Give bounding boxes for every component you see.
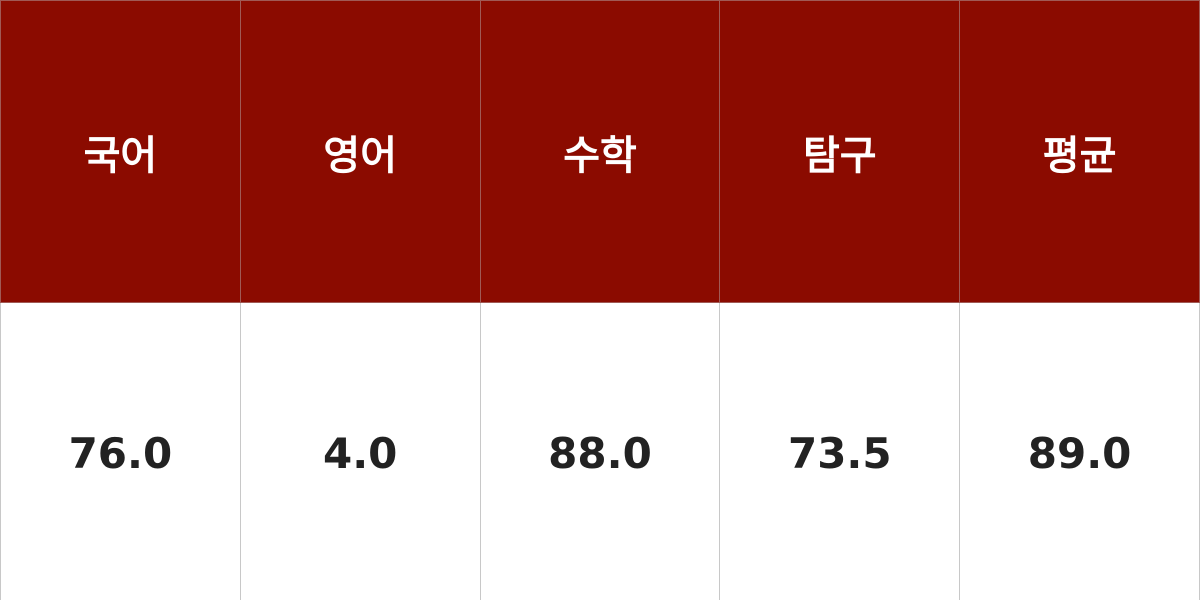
value-average: 89.0 (959, 302, 1200, 600)
value-math: 88.0 (479, 302, 721, 600)
value-inquiry: 73.5 (719, 302, 961, 600)
header-row: 국어 영어 수학 탐구 평균 (0, 0, 1200, 303)
value-english: 4.0 (239, 302, 481, 600)
header-inquiry: 탐구 (719, 0, 961, 303)
table-row: 76.0 4.0 88.0 73.5 89.0 (0, 302, 1200, 600)
header-korean: 국어 (0, 0, 241, 303)
header-math: 수학 (479, 0, 721, 303)
header-english: 영어 (239, 0, 481, 303)
value-korean: 76.0 (0, 302, 241, 600)
header-average: 평균 (959, 0, 1200, 303)
